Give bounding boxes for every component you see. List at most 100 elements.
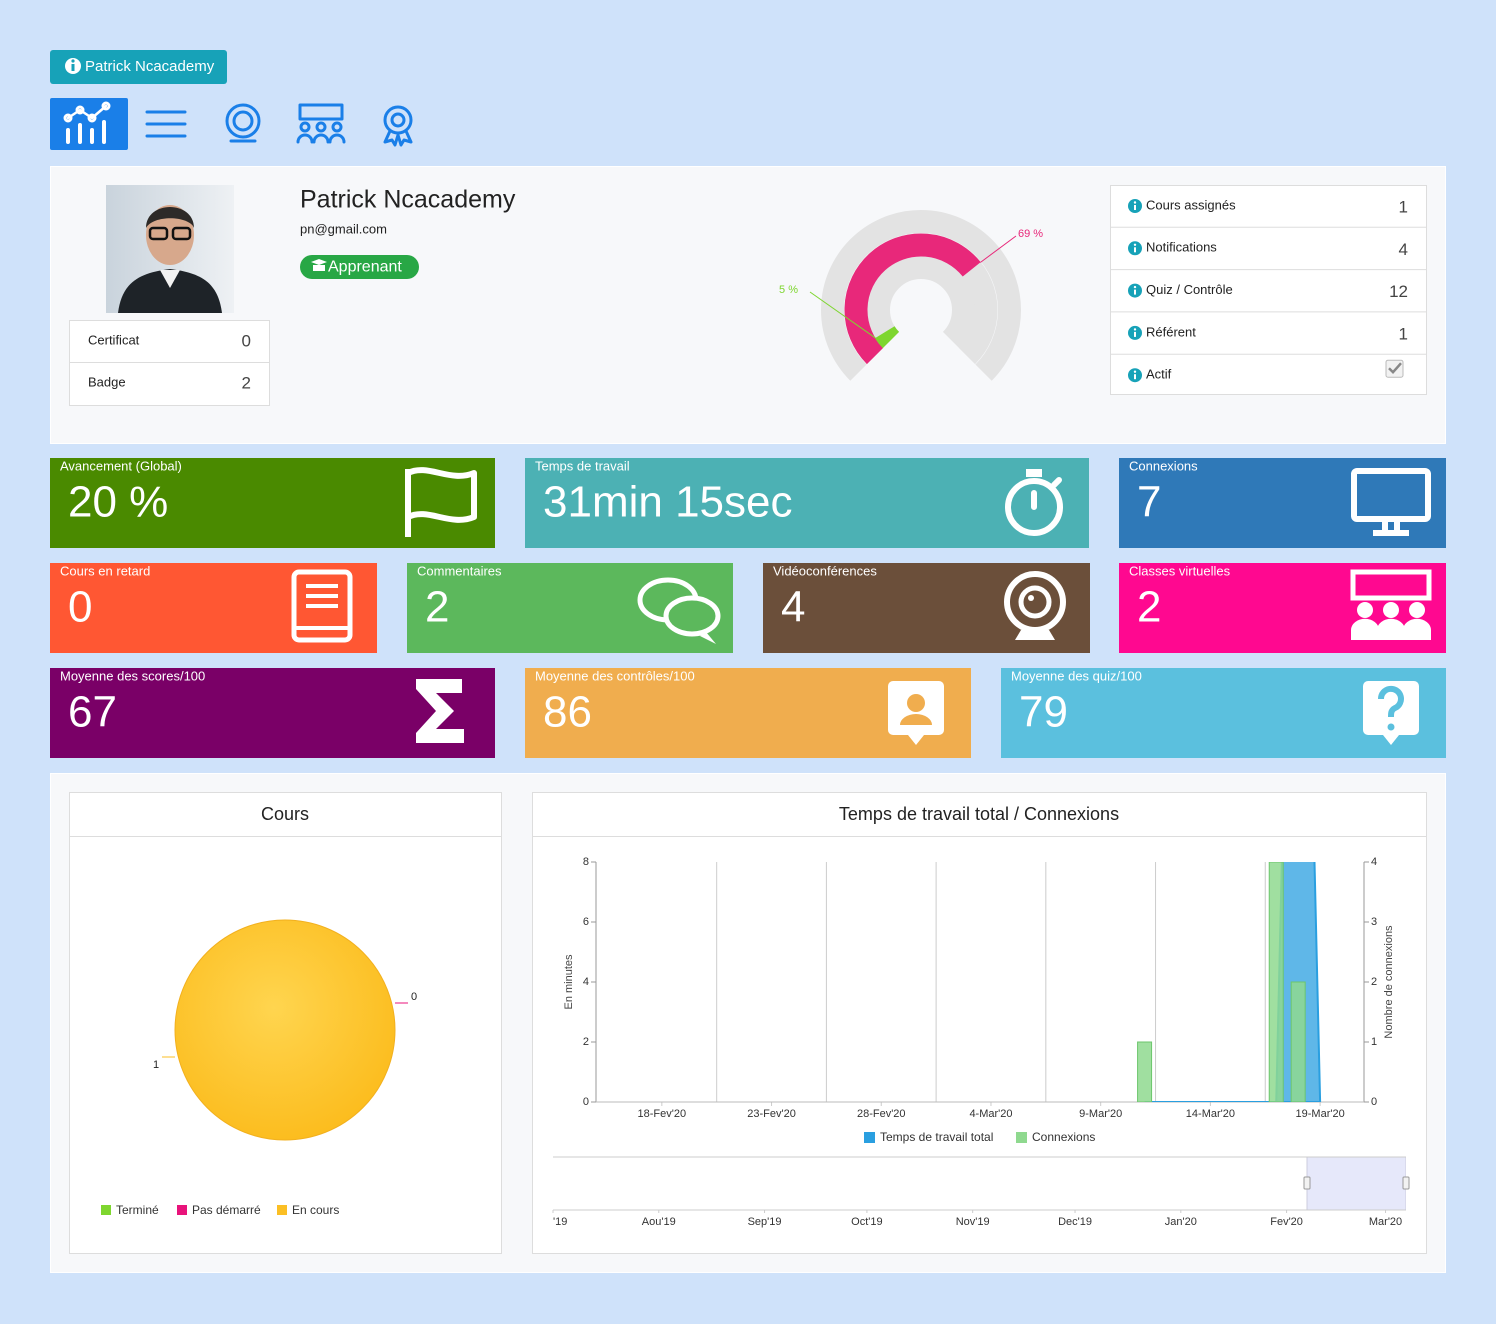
icon-part: [1028, 595, 1034, 601]
gauge-arc: [874, 325, 900, 349]
pie-title: Cours: [261, 804, 309, 824]
tile-label: Vidéoconférences: [773, 563, 877, 578]
tile-label: Avancement (Global): [60, 458, 182, 473]
y-tick-label: 0: [583, 1096, 589, 1108]
icon-part: [390, 112, 406, 128]
info-icon: [1134, 205, 1136, 210]
avatar-hair: [146, 207, 194, 228]
icon-part: [1409, 602, 1425, 618]
info-icon: [1133, 370, 1137, 373]
info-icon: [1134, 331, 1136, 337]
tile-label: Moyenne des scores/100: [60, 668, 205, 683]
y-axis-title: En minutes: [563, 954, 575, 1010]
tab-active[interactable]: [50, 98, 128, 150]
tab-webcam-icon[interactable]: [225, 103, 261, 143]
profile-email: pn@gmail.com: [300, 221, 387, 236]
icon-part: [291, 569, 353, 643]
icon-part: [145, 110, 187, 138]
role-icon: [311, 259, 327, 271]
tile-value: 31min 15sec: [543, 478, 792, 527]
icon-part: [416, 679, 464, 743]
button-bg[interactable]: [50, 50, 227, 84]
y2-tick-label: 3: [1371, 916, 1377, 928]
award-value: 0: [242, 331, 251, 350]
stat-value: 1: [1399, 197, 1408, 216]
y2-tick-label: 0: [1371, 1096, 1377, 1108]
bar: [1290, 981, 1306, 1102]
gauge-leader: [980, 235, 1017, 263]
avatar-shirt: [160, 270, 180, 288]
icon-part: [66, 104, 108, 120]
combo-title: Temps de travail total / Connexions: [839, 804, 1119, 824]
x-tick-label: 4-Mar'20: [969, 1108, 1012, 1120]
icon-part: [1377, 685, 1404, 718]
gauge-track: [821, 210, 1021, 381]
stats-table: [1110, 185, 1427, 395]
icon-part: [1018, 585, 1052, 619]
icon-part: [315, 121, 327, 133]
y-tick-label: 2: [583, 1036, 589, 1048]
tile-label: Moyenne des quiz/100: [1011, 668, 1142, 683]
navigator-handle: [1303, 1176, 1311, 1190]
legend-swatch: [101, 1205, 111, 1215]
icon-part: [383, 105, 413, 135]
user-button[interactable]: Patrick Ncacademy: [50, 50, 227, 84]
gauge-arc: [844, 233, 981, 365]
info-icon: [1134, 247, 1136, 253]
tab-class-icon[interactable]: [296, 103, 346, 144]
award-value: 2: [242, 373, 251, 392]
y2-tick-label: 4: [1371, 856, 1377, 868]
icon-part: [383, 129, 413, 147]
tile-icon: [637, 577, 721, 644]
icon-part: [405, 467, 477, 537]
tile-label: Moyenne des contrôles/100: [535, 668, 695, 683]
navigator-window: [1306, 1157, 1406, 1210]
tab-badge-icon[interactable]: [383, 105, 413, 147]
role-badge: [300, 255, 419, 279]
legend-label: Connexions: [1032, 1130, 1095, 1144]
gauge-label: 69 %: [1018, 228, 1043, 240]
icon-part: [900, 714, 932, 725]
tile-icon: [416, 679, 464, 743]
icon-part: [1350, 569, 1432, 601]
icon-part: [663, 595, 721, 637]
legend-label: Pas démarré: [192, 1203, 261, 1217]
avatar-face: [146, 205, 194, 265]
tile-value: 0: [68, 583, 92, 632]
gauge-track: [867, 256, 975, 349]
info-icon: [71, 59, 75, 63]
avatar-body: [118, 269, 222, 313]
navigator-tick-label: Dec'19: [1058, 1216, 1092, 1228]
icon-part: [908, 735, 924, 745]
tile-value: 86: [543, 688, 592, 737]
legend-label: En cours: [292, 1203, 339, 1217]
x-tick-label: 23-Fev'20: [747, 1108, 796, 1120]
stat-value: 4: [1399, 240, 1408, 259]
tile-icon: [291, 569, 353, 643]
icon-part: [1015, 630, 1055, 640]
icon-part: [1031, 477, 1062, 510]
tab-list-icon[interactable]: [145, 110, 187, 138]
icon-part: [75, 105, 85, 115]
x-tick-label: 18-Fev'20: [638, 1108, 687, 1120]
navigator-tick-label: '19: [553, 1216, 567, 1228]
navigator-tick-label: Sep'19: [748, 1216, 782, 1228]
stat-label: Référent: [1146, 324, 1196, 339]
stat-label: Quiz / Contrôle: [1146, 282, 1233, 297]
user-name[interactable]: Patrick Ncacademy: [85, 58, 215, 75]
navigator-tick-label: Oct'19: [851, 1216, 882, 1228]
checkmark: [1388, 362, 1402, 375]
navigator-tick-label: Jan'20: [1165, 1216, 1197, 1228]
tile-label: Connexions: [1129, 458, 1198, 473]
tab-stats-icon[interactable]: [63, 101, 111, 144]
y-tick-label: 6: [583, 916, 589, 928]
award-label: Certificat: [88, 332, 140, 347]
tile-icon: [1351, 468, 1431, 536]
info-icon: [1133, 328, 1137, 331]
x-tick-label: 14-Mar'20: [1186, 1108, 1235, 1120]
tile-icon: [1004, 571, 1066, 640]
navigator-handle: [1402, 1176, 1410, 1190]
y-tick-label: 8: [583, 856, 589, 868]
